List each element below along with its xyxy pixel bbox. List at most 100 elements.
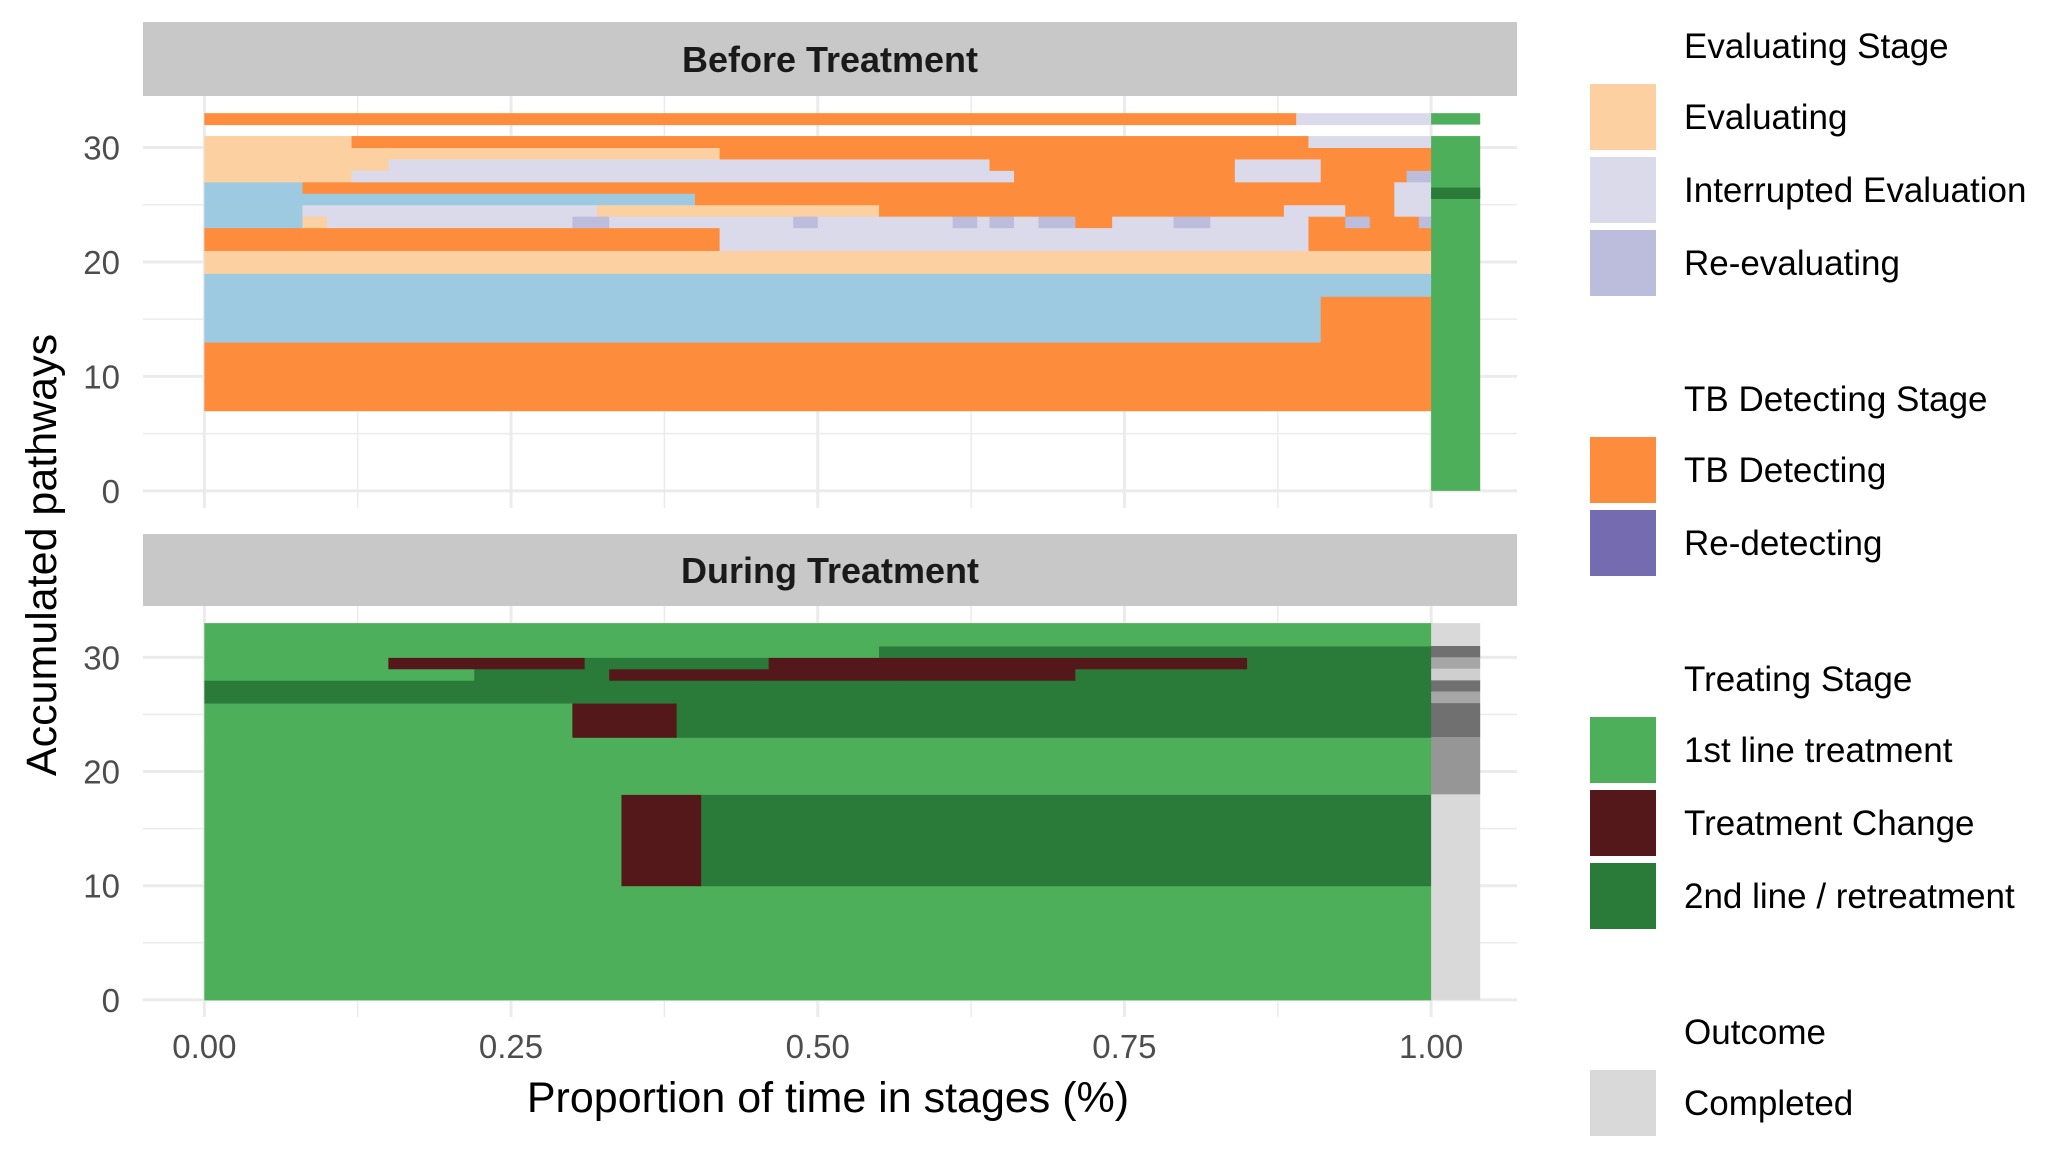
x-axis-title: Proportion of time in stages (%) bbox=[527, 1074, 1129, 1122]
legend-key-completed bbox=[1590, 1070, 1656, 1136]
legend-label: Completed bbox=[1684, 1084, 1853, 1123]
legend-key-re-evaluating bbox=[1590, 230, 1656, 296]
bar-segment-tb-detecting bbox=[1308, 227, 1408, 251]
bar-segment-re-evaluating bbox=[1406, 170, 1432, 183]
bar-segment-tb-detecting bbox=[1369, 216, 1420, 229]
bar-segment-re-evaluating bbox=[952, 216, 978, 229]
legend-layer: Evaluating Stage Evaluating Interrupted Ev… bbox=[1590, 27, 2026, 1136]
legend-label: Treatment Change bbox=[1684, 804, 1975, 843]
bar-segment-interrupted-evaluation bbox=[302, 204, 598, 217]
bar-segment-2nd-line-retreatment bbox=[204, 680, 1432, 704]
x-tick-label: 0.50 bbox=[786, 1028, 850, 1065]
bar-segment-tb-detecting bbox=[1345, 204, 1395, 217]
y-tick-label: 0 bbox=[102, 982, 120, 1019]
legend-group-title: Treating Stage bbox=[1684, 660, 1912, 699]
bar-segment-treatment-change bbox=[572, 703, 678, 738]
legend-group-title: Evaluating Stage bbox=[1684, 27, 1949, 66]
bar-segment-tb-detecting bbox=[695, 193, 1027, 206]
bar-segment-1st-line-treatment bbox=[204, 645, 880, 658]
bar-segment-treatment-change bbox=[388, 657, 586, 670]
bar-segment-blue bbox=[204, 273, 1432, 297]
bar-segment-2nd-line-retreatment bbox=[1075, 668, 1432, 681]
legend-label: 1st line treatment bbox=[1684, 731, 1953, 770]
bar-segment-1st-line-treatment bbox=[204, 657, 389, 670]
bar-segment-1st-line-treatment bbox=[204, 623, 1432, 647]
bar-segment-evaluating bbox=[204, 250, 1432, 274]
legend-label: Interrupted Evaluation bbox=[1684, 171, 2026, 210]
y-tick-label: 30 bbox=[83, 130, 120, 167]
bar-segment-tb-detecting bbox=[1406, 227, 1432, 251]
bar-segment-treatment-change bbox=[903, 668, 1076, 681]
legend-key-tb-detecting bbox=[1590, 437, 1656, 503]
bar-segment-2nd-line-retreatment bbox=[474, 668, 610, 681]
legend-key-re-detecting bbox=[1590, 510, 1656, 576]
bar-segment-2nd-line-retreatment bbox=[584, 657, 770, 670]
bar-segment-re-evaluating bbox=[1418, 216, 1432, 229]
legend-key-treatment-change bbox=[1590, 790, 1656, 856]
bar-segment-re-evaluating bbox=[793, 216, 819, 229]
outcome-bar bbox=[1431, 668, 1481, 681]
bar-segment-treatment-change bbox=[621, 794, 702, 887]
panel-during-treatment: During Treatment bbox=[143, 534, 1517, 1017]
panels-layer: Before Treatment During Treatment bbox=[143, 22, 1517, 1017]
bar-segment-interrupted-evaluation bbox=[1394, 181, 1432, 194]
outcome-bar bbox=[1431, 645, 1481, 658]
legend-label: Re-detecting bbox=[1684, 524, 1882, 563]
legend-key-2nd-line-retreatment bbox=[1590, 863, 1656, 929]
outcome-bar bbox=[1431, 657, 1481, 669]
bar-segment-interrupted-evaluation bbox=[1308, 136, 1432, 148]
panel-before-treatment: Before Treatment bbox=[143, 22, 1517, 508]
x-tick-label: 0.75 bbox=[1092, 1028, 1156, 1065]
legend-key-evaluating bbox=[1590, 84, 1656, 150]
bar-segment-tb-detecting bbox=[1283, 181, 1395, 194]
outcome-bar bbox=[1431, 187, 1481, 199]
y-tick-label: 10 bbox=[83, 358, 120, 395]
bar-segment-tb-detecting bbox=[204, 227, 721, 251]
bar-segment-interrupted-evaluation bbox=[1234, 170, 1322, 183]
legend-group-title: Outcome bbox=[1684, 1013, 1826, 1052]
y-tick-label: 30 bbox=[83, 639, 120, 676]
legend-label: Evaluating bbox=[1684, 98, 1847, 137]
bar-segment-blue bbox=[204, 181, 303, 194]
bar-segment-interrupted-evaluation bbox=[719, 227, 1309, 251]
bar-segment-interrupted-evaluation bbox=[1234, 158, 1322, 171]
bar-segment-1st-line-treatment bbox=[204, 668, 475, 681]
bar-segment-2nd-line-retreatment bbox=[1247, 657, 1432, 670]
bar-segment-2nd-line-retreatment bbox=[701, 794, 1432, 887]
outcome-bar bbox=[1431, 703, 1481, 738]
y-tick-label: 20 bbox=[83, 244, 120, 281]
bar-segment-tb-detecting bbox=[1026, 193, 1285, 206]
bar-segment-treatment-change bbox=[609, 668, 757, 681]
bar-segment-1st-line-treatment bbox=[204, 885, 1432, 1001]
bar-segment-tb-detecting bbox=[204, 342, 1432, 412]
bar-segment-2nd-line-retreatment bbox=[879, 645, 1432, 658]
outcome-bar bbox=[1431, 691, 1481, 704]
bar-segment-interrupted-evaluation bbox=[977, 216, 990, 229]
bar-segment-interrupted-evaluation bbox=[1210, 216, 1309, 229]
bar-segment-tb-detecting bbox=[1308, 216, 1346, 229]
outcome-bar bbox=[1431, 680, 1481, 692]
outcome-bar bbox=[1431, 113, 1481, 125]
outcome-bar bbox=[1431, 794, 1481, 1000]
bar-segment-tb-detecting bbox=[1320, 296, 1432, 343]
x-tick-label: 0.00 bbox=[172, 1028, 236, 1065]
bar-segment-1st-line-treatment bbox=[204, 794, 622, 887]
bar-segment-tb-detecting bbox=[302, 181, 1285, 194]
bar-segment-tb-detecting bbox=[1320, 170, 1408, 183]
bar-segment-re-evaluating bbox=[1173, 216, 1211, 229]
bar-segment-evaluating bbox=[204, 158, 389, 171]
outcome-bar bbox=[1431, 623, 1481, 646]
bar-segment-tb-detecting bbox=[351, 136, 1309, 148]
bar-segment-tb-detecting bbox=[1308, 147, 1432, 160]
panel-strip bbox=[143, 22, 1517, 96]
legend-key-interrupted-evaluation bbox=[1590, 157, 1656, 223]
legend-group-tb-detecting-stage: TB Detecting Stage TB Detecting Re-detecti… bbox=[1590, 380, 1988, 576]
bar-segment-blue bbox=[204, 296, 1322, 343]
bar-segment-interrupted-evaluation bbox=[351, 170, 1015, 183]
bar-segment-1st-line-treatment bbox=[204, 703, 573, 738]
bar-segment-interrupted-evaluation bbox=[327, 216, 573, 229]
bar-segment-evaluating bbox=[204, 136, 353, 148]
bar-segment-interrupted-evaluation bbox=[1014, 216, 1040, 229]
bar-segment-1st-line-treatment bbox=[204, 737, 1432, 795]
